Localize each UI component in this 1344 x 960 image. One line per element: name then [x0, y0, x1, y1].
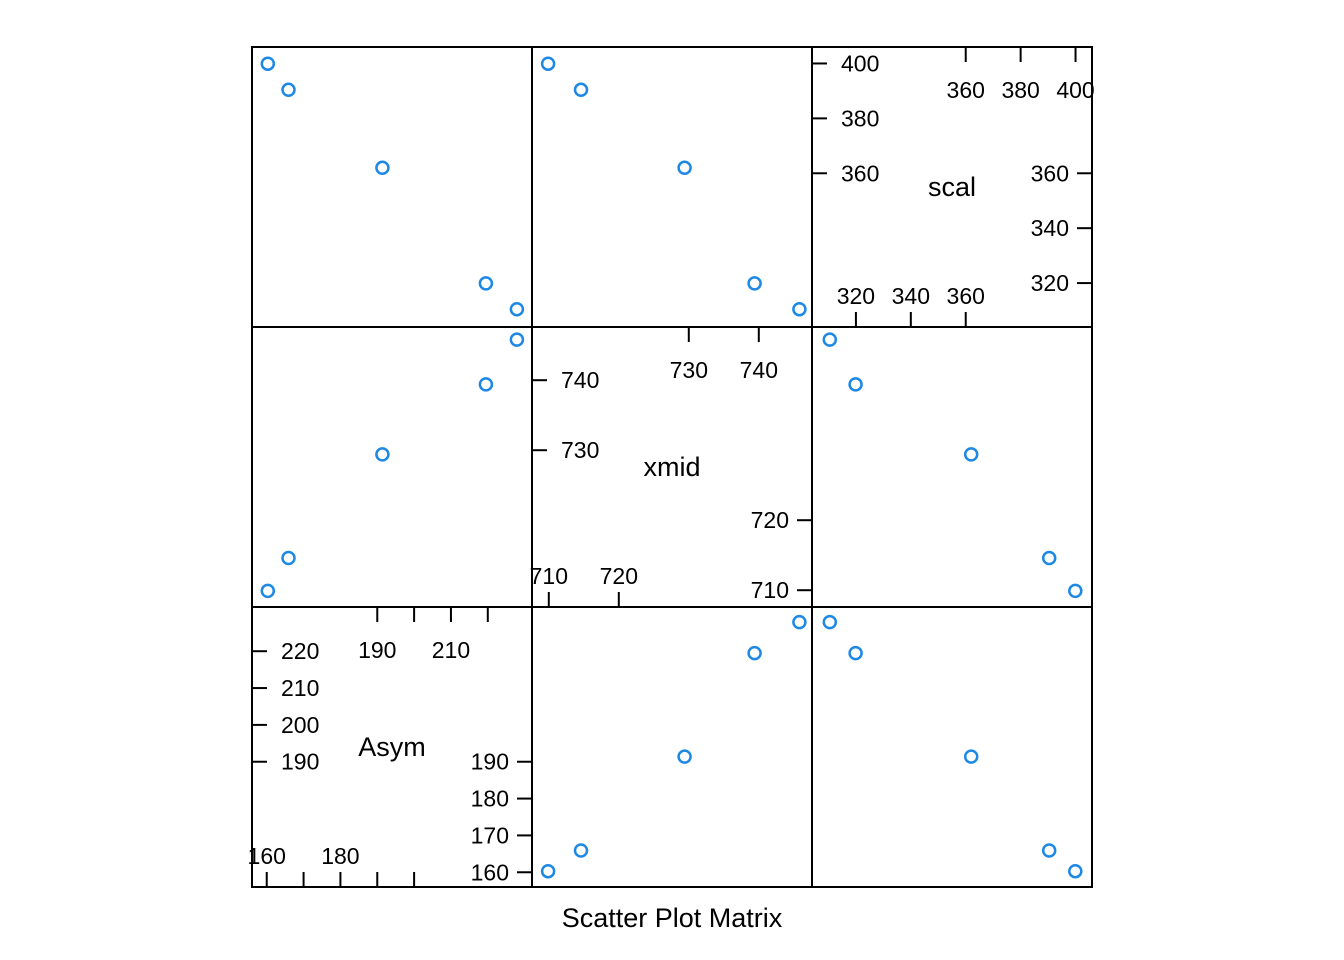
points-layer — [260, 56, 1083, 879]
tick-label-scal-top: 400 — [1056, 77, 1094, 103]
tick-label-asym-right: 190 — [471, 749, 509, 775]
panels-layer — [251, 46, 1093, 888]
point-scal-vs-xmid-3 — [963, 447, 979, 462]
tick-label-scal-left: 400 — [841, 50, 879, 76]
point-asym-vs-xmid-5 — [509, 332, 525, 347]
point-asym-vs-xmid-4 — [478, 377, 494, 392]
point-scal-vs-asym-4 — [848, 645, 863, 661]
point-xmid-vs-asym-3 — [677, 749, 692, 764]
point-asym-vs-scal-5 — [509, 301, 525, 317]
tick-label-asym-bottom: 180 — [321, 843, 359, 869]
tick-label-asym-left: 190 — [281, 749, 319, 775]
tick-label-asym-top: 190 — [358, 637, 396, 663]
tick-label-asym-bottom: 160 — [248, 843, 286, 869]
point-scal-vs-xmid-4 — [848, 377, 863, 392]
point-asym-vs-xmid-1 — [260, 583, 276, 599]
point-scal-vs-asym-5 — [822, 614, 838, 630]
tick-label-xmid-bottom: 710 — [530, 563, 568, 589]
point-xmid-vs-scal-4 — [747, 276, 762, 291]
point-asym-vs-scal-4 — [478, 276, 494, 291]
tick-label-scal-left: 360 — [841, 160, 879, 186]
panel-frame-r2-c1 — [531, 606, 813, 888]
tick-label-xmid-bottom: 720 — [600, 563, 638, 589]
tick-label-xmid-top: 740 — [740, 357, 778, 383]
tick-label-xmid-left: 740 — [561, 367, 599, 393]
tick-label-asym-right: 170 — [471, 822, 509, 848]
tick-label-xmid-top: 730 — [670, 357, 708, 383]
labels-layer: Asym 160 180 190 210 190 200 210 220 160 170 180 190… — [248, 50, 1095, 885]
tick-label-xmid-right: 720 — [751, 507, 789, 533]
tick-label-asym-left: 210 — [281, 675, 319, 701]
point-xmid-vs-scal-3 — [677, 160, 692, 176]
point-scal-vs-xmid-1 — [1068, 583, 1083, 599]
point-asym-vs-scal-1 — [260, 56, 276, 71]
tick-label-asym-left: 200 — [281, 712, 319, 738]
point-asym-vs-xmid-3 — [375, 447, 390, 462]
point-xmid-vs-scal-1 — [540, 56, 556, 71]
point-scal-vs-xmid-2 — [1041, 550, 1057, 566]
var-label-xmid: xmid — [643, 452, 700, 482]
point-xmid-vs-asym-1 — [540, 863, 556, 879]
point-xmid-vs-scal-2 — [573, 82, 589, 98]
chart-caption: Scatter Plot Matrix — [562, 903, 783, 933]
tick-label-scal-bottom: 340 — [892, 283, 930, 309]
point-xmid-vs-asym-2 — [573, 843, 589, 858]
var-label-asym: Asym — [358, 732, 426, 762]
axes-layer — [252, 47, 1092, 887]
point-xmid-vs-scal-5 — [792, 301, 807, 317]
panel-frame-r2-c2 — [811, 606, 1093, 888]
point-scal-vs-asym-3 — [963, 749, 979, 764]
tick-label-scal-right: 360 — [1031, 160, 1069, 186]
point-scal-vs-xmid-5 — [822, 332, 838, 347]
tick-label-scal-bottom: 320 — [837, 283, 875, 309]
point-asym-vs-xmid-2 — [281, 550, 296, 566]
tick-label-asym-left: 220 — [281, 638, 319, 664]
tick-label-xmid-right: 710 — [751, 577, 789, 603]
tick-label-scal-bottom: 360 — [947, 283, 985, 309]
point-scal-vs-asym-2 — [1041, 843, 1057, 858]
tick-label-scal-left: 380 — [841, 105, 879, 131]
var-label-scal: scal — [928, 172, 976, 202]
point-asym-vs-scal-2 — [281, 82, 296, 98]
tick-label-scal-right: 320 — [1031, 270, 1069, 296]
point-scal-vs-asym-1 — [1068, 863, 1083, 879]
tick-label-scal-right: 340 — [1031, 215, 1069, 241]
tick-label-scal-top: 380 — [1001, 77, 1039, 103]
point-xmid-vs-asym-4 — [747, 645, 762, 661]
tick-label-scal-top: 360 — [947, 77, 985, 103]
point-xmid-vs-asym-5 — [792, 614, 807, 630]
tick-label-asym-right: 180 — [471, 786, 509, 812]
panel-frame-r1-c0 — [251, 326, 533, 608]
point-asym-vs-scal-3 — [375, 160, 390, 176]
tick-label-asym-right: 160 — [471, 859, 509, 885]
tick-label-xmid-left: 730 — [561, 437, 599, 463]
tick-label-asym-top: 210 — [432, 637, 470, 663]
